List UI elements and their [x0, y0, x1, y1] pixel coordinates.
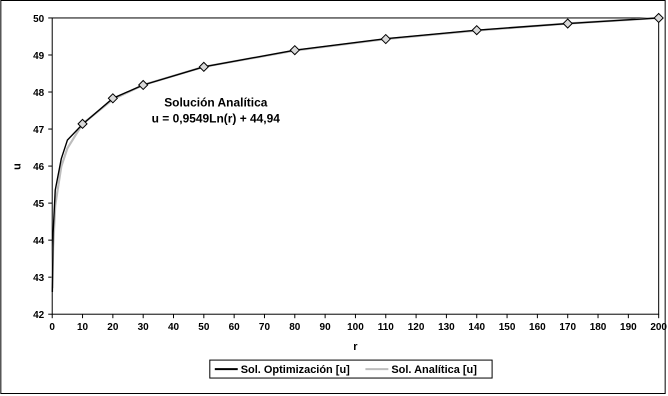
x-tick-label: 10 [77, 322, 89, 333]
x-tick-label: 40 [168, 322, 180, 333]
data-point-marker [380, 33, 391, 45]
x-tick-label: 90 [320, 322, 332, 333]
y-axis: 42 43 44 45 46 47 48 49 50 [33, 14, 53, 321]
annotation-equation: u = 0,9549Ln(r) + 44,94 [152, 112, 281, 126]
y-tick-label: 42 [33, 310, 45, 321]
x-tick-label: 160 [529, 322, 546, 333]
plot-area [51, 17, 660, 315]
y-axis-label: u [11, 163, 23, 170]
x-tick-label: 170 [559, 322, 576, 333]
x-tick-label: 50 [198, 322, 210, 333]
x-tick-label: 60 [229, 322, 241, 333]
x-tick-label: 70 [259, 322, 271, 333]
legend-label-optimizacion: Sol. Optimización [u] [241, 364, 350, 376]
y-tick-label: 48 [33, 88, 45, 99]
data-point-marker [137, 79, 149, 91]
data-point-marker [471, 24, 482, 36]
legend-label-analitica: Sol. Analítica [u] [391, 364, 477, 376]
y-tick-label: 46 [33, 162, 45, 173]
legend-box [209, 359, 493, 379]
series-group [51, 16, 659, 292]
y-tick-label: 50 [33, 14, 45, 25]
data-point-marker [107, 93, 119, 104]
data-point-marker [653, 12, 664, 24]
y-tick-label: 45 [33, 199, 45, 210]
x-tick-label: 130 [438, 322, 455, 333]
data-point-marker [77, 118, 88, 130]
x-axis-label: r [353, 341, 358, 353]
x-tick-label: 0 [49, 322, 55, 333]
y-tick-label: 44 [33, 236, 45, 247]
x-tick-label: 200 [650, 322, 667, 333]
plot-border [51, 17, 660, 315]
annotation-title: Solución Analítica [164, 96, 268, 110]
x-tick-label: 110 [378, 322, 395, 333]
x-tick-label: 30 [138, 322, 150, 333]
data-point-marker [198, 61, 210, 73]
y-tick-label: 49 [33, 51, 45, 62]
legend: Sol. Optimización [u] Sol. Analítica [u] [209, 359, 493, 379]
data-point-marker [289, 44, 300, 56]
x-tick-label: 20 [107, 322, 119, 333]
y-tick-label: 43 [33, 273, 45, 284]
x-tick-label: 100 [347, 322, 364, 333]
x-tick-label: 140 [468, 322, 485, 333]
x-tick-label: 180 [590, 322, 607, 333]
marker-group [77, 12, 664, 130]
series-line-optimizacion [51, 17, 659, 292]
x-tick-label: 150 [499, 322, 516, 333]
x-axis: 0 10 20 30 40 50 60 70 80 90 100 110 120 130 140 150 160… [49, 314, 667, 333]
y-tick-label: 47 [33, 125, 45, 136]
x-tick-label: 190 [620, 322, 637, 333]
annotation: Solución Analítica u = 0,9549Ln(r) + 44,… [152, 96, 281, 126]
x-tick-label: 80 [289, 322, 301, 333]
x-tick-label: 120 [408, 322, 425, 333]
data-point-marker [562, 18, 573, 29]
